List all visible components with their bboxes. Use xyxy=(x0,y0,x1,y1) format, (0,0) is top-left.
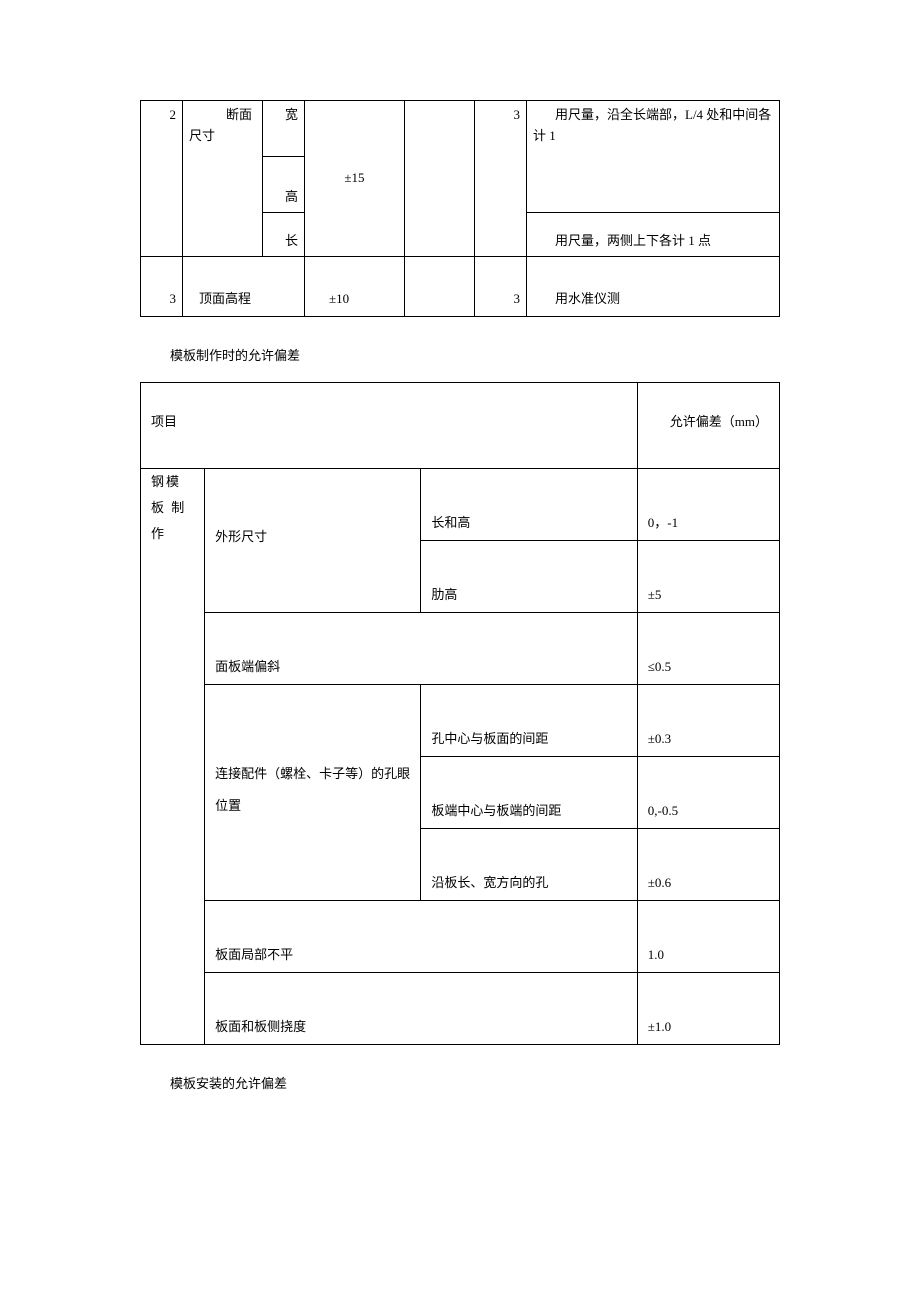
cell: 1.0 xyxy=(637,901,779,973)
cell-no: 2 xyxy=(141,101,183,257)
cell: ≤0.5 xyxy=(637,613,779,685)
table-tolerance: 项目 允许偏差（mm） 钢模 板 制作 外形尺寸 长和高 0，-1 肋高 ±5 … xyxy=(140,382,780,1045)
cell: 肋高 xyxy=(421,541,637,613)
cell-tol: ±15 xyxy=(305,101,405,257)
cell: 板面局部不平 xyxy=(205,901,638,973)
cell-empty xyxy=(405,101,475,257)
group-label: 钢模 板 制作 xyxy=(141,469,205,1045)
cell: 沿板长、宽方向的孔 xyxy=(421,829,637,901)
cell-empty xyxy=(405,257,475,317)
table-inspection: 2 断面 尺寸 宽 ±15 3 用尺量，沿全长端部，L/4 处和中间各计 1 高… xyxy=(140,100,780,317)
header-tol: 允许偏差（mm） xyxy=(637,383,779,469)
cell-tol: ±10 xyxy=(305,257,405,317)
cell: ±1.0 xyxy=(637,973,779,1045)
cell: 板端中心与板端的间距 xyxy=(421,757,637,829)
cell-method: 用尺量，两侧上下各计 1 点 xyxy=(527,213,780,257)
cell: 0，-1 xyxy=(637,469,779,541)
cell-sub: 长 xyxy=(263,213,305,257)
cell-freq: 3 xyxy=(475,101,527,257)
cell: ±0.6 xyxy=(637,829,779,901)
cell-label: 顶面高程 xyxy=(183,257,305,317)
cell: 外形尺寸 xyxy=(205,469,421,613)
cell: 连接配件（螺栓、卡子等）的孔眼位置 xyxy=(205,685,421,901)
cell-method: 用尺量，沿全长端部，L/4 处和中间各计 1 xyxy=(527,101,780,213)
cell-method: 用水准仪测 xyxy=(527,257,780,317)
cell: 板面和板侧挠度 xyxy=(205,973,638,1045)
cell: ±5 xyxy=(637,541,779,613)
cell: ±0.3 xyxy=(637,685,779,757)
cell: 孔中心与板面的间距 xyxy=(421,685,637,757)
cell-freq: 3 xyxy=(475,257,527,317)
cell-no: 3 xyxy=(141,257,183,317)
cell: 面板端偏斜 xyxy=(205,613,638,685)
section-title-2: 模板安装的允许偏差 xyxy=(170,1073,780,1092)
cell-label: 断面 尺寸 xyxy=(183,101,263,257)
cell-sub: 高 xyxy=(263,157,305,213)
cell: 长和高 xyxy=(421,469,637,541)
section-title-1: 模板制作时的允许偏差 xyxy=(170,345,780,364)
cell-sub: 宽 xyxy=(263,101,305,157)
header-item: 项目 xyxy=(141,383,638,469)
cell: 0,-0.5 xyxy=(637,757,779,829)
